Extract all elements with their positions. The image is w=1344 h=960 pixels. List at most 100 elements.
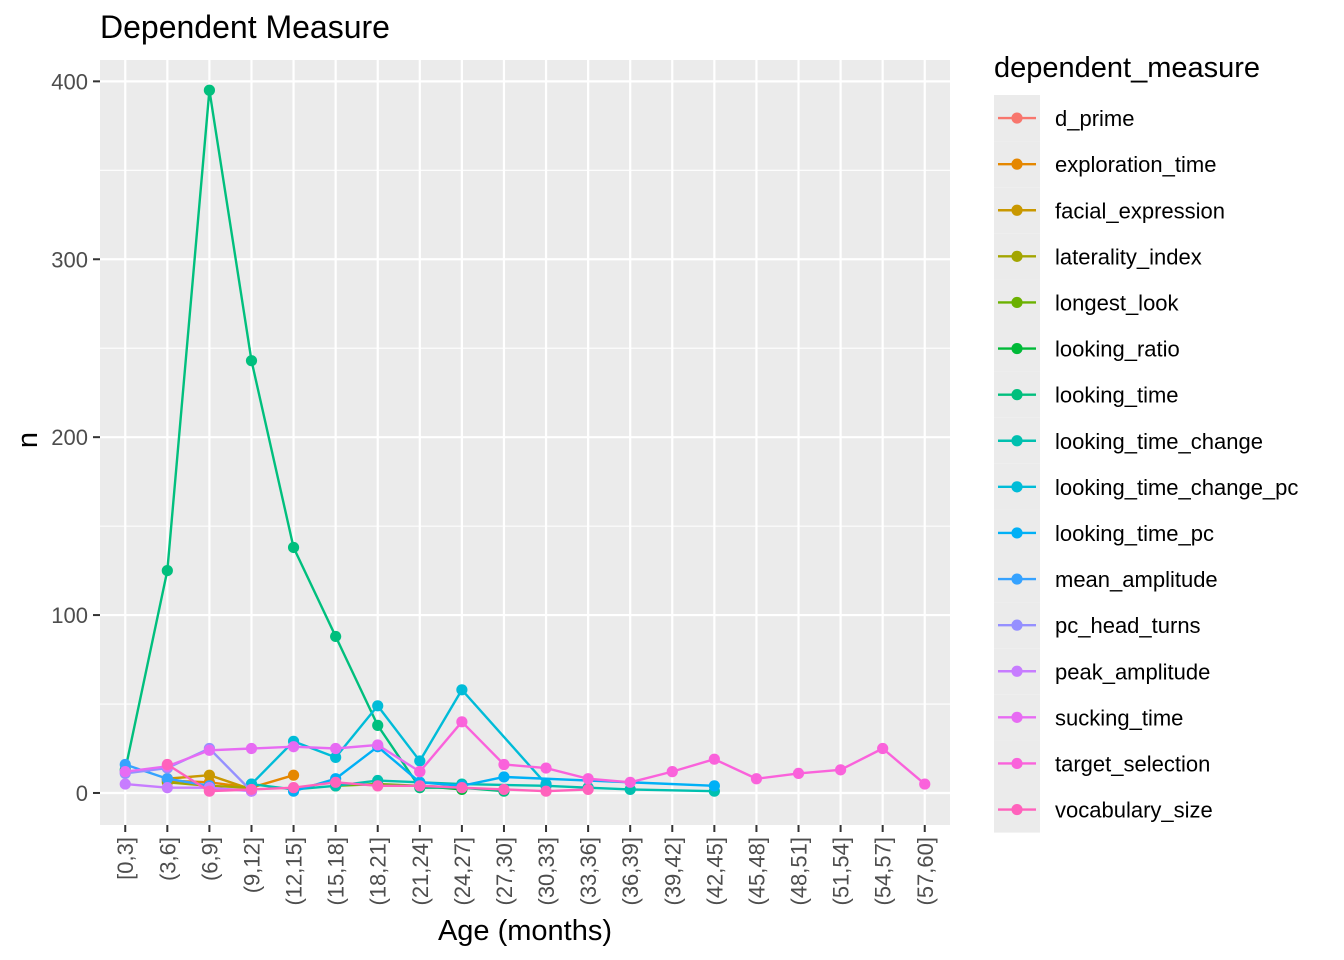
legend-item-longest-look: longest_look <box>994 279 1180 326</box>
data-point <box>203 744 216 756</box>
data-point <box>792 767 805 780</box>
x-tick-label: (48,51] <box>787 837 812 906</box>
legend-key-point <box>1011 296 1023 309</box>
legend-item-exploration-time: exploration_time <box>994 141 1216 188</box>
legend-item-peak-amplitude: peak_amplitude <box>994 648 1210 695</box>
data-point <box>750 773 763 785</box>
data-point <box>498 783 510 796</box>
legend-label: vocabulary_size <box>1055 798 1213 823</box>
x-tick-label: (42,45] <box>702 837 727 906</box>
legend-label: d_prime <box>1055 106 1134 131</box>
legend-label: target_selection <box>1055 751 1210 776</box>
data-point <box>119 766 131 778</box>
x-tick-label: (45,48] <box>744 837 769 906</box>
data-point <box>582 783 594 796</box>
legend-key-point <box>1011 342 1023 355</box>
data-point <box>456 782 468 794</box>
x-tick-label: (39,42] <box>660 837 685 906</box>
x-tick-label: (57,60] <box>913 837 938 906</box>
x-tick-label: [0,3] <box>113 837 138 880</box>
data-point <box>161 758 173 771</box>
data-point <box>666 766 678 778</box>
data-point <box>498 771 510 783</box>
y-tick-label: 300 <box>51 247 88 272</box>
legend-key-point <box>1011 711 1023 723</box>
data-point <box>372 739 384 751</box>
x-tick-label: (51,54] <box>829 837 854 906</box>
data-point <box>414 780 426 792</box>
panel-background <box>100 60 950 825</box>
x-tick-label: (21,24] <box>408 837 433 906</box>
data-point <box>540 762 552 774</box>
x-tick-label: (30,33] <box>534 837 559 906</box>
y-tick-label: 0 <box>76 781 88 806</box>
legend-key-point <box>1011 112 1023 124</box>
legend-key-point <box>1011 481 1023 493</box>
x-tick-label: (33,36] <box>576 837 601 906</box>
data-point <box>287 541 300 554</box>
x-tick-label: (9,12] <box>239 837 264 893</box>
legend-item-looking-time-pc: looking_time_pc <box>994 509 1214 556</box>
legend-key-point <box>1011 527 1023 539</box>
series-target-selection <box>414 716 931 790</box>
data-point <box>245 783 258 796</box>
legend-item-looking-time-change: looking_time_change <box>994 417 1263 464</box>
data-point <box>540 785 552 797</box>
legend-key-point <box>1011 573 1023 585</box>
x-tick-label: (3,6] <box>155 837 180 881</box>
legend-title: dependent_measure <box>994 52 1260 84</box>
data-point <box>708 780 720 792</box>
data-point <box>372 700 384 712</box>
legend-label: looking_ratio <box>1055 337 1180 362</box>
y-tick-label: 200 <box>51 425 88 450</box>
data-point <box>287 782 300 794</box>
legend: d_prime exploration_time facial_expression… <box>994 95 1298 833</box>
data-point <box>330 776 342 788</box>
x-tick-label: (12,15] <box>282 837 307 906</box>
data-point <box>582 773 594 785</box>
data-point <box>456 684 468 696</box>
legend-key-point <box>1011 757 1023 770</box>
legend-key-point <box>1011 665 1023 677</box>
x-tick-label: (54,57] <box>871 837 896 906</box>
legend-item-looking-time: looking_time <box>994 371 1179 418</box>
data-point <box>372 780 384 792</box>
data-point <box>161 564 173 577</box>
legend-item-d-prime: d_prime <box>994 95 1134 142</box>
plot-panel: 0 100 200 300 400 [0,3] (3,6] (6,9] (9,12] (12,15… <box>51 60 950 906</box>
legend-key-point <box>1011 250 1023 262</box>
x-tick-label: (6,9] <box>197 837 222 881</box>
x-tick-label: (24,27] <box>450 837 475 906</box>
data-point <box>372 719 384 731</box>
series-line <box>125 743 421 773</box>
data-point <box>245 355 258 367</box>
data-point <box>203 785 216 797</box>
data-point <box>287 769 300 781</box>
data-point <box>330 630 342 643</box>
legend-key-point <box>1011 204 1023 216</box>
legend-label: longest_look <box>1055 290 1180 315</box>
legend-key-point <box>1011 389 1023 401</box>
legend-item-facial-expression: facial_expression <box>994 187 1225 234</box>
legend-key-point <box>1011 803 1023 816</box>
legend-item-vocabulary-size: vocabulary_size <box>994 786 1213 833</box>
data-point <box>414 766 426 778</box>
legend-item-pc-head-turns: pc_head_turns <box>994 602 1201 649</box>
x-tick-label: (36,39] <box>618 837 643 906</box>
legend-label: facial_expression <box>1055 198 1225 223</box>
legend-label: sucking_time <box>1055 705 1183 730</box>
data-point <box>203 84 216 96</box>
x-tick-label: (18,21] <box>366 837 391 906</box>
data-point <box>456 716 468 728</box>
y-tick-label: 400 <box>51 69 88 94</box>
legend-item-target-selection: target_selection <box>994 740 1210 787</box>
data-point <box>161 782 173 794</box>
data-point <box>414 755 426 767</box>
legend-label: exploration_time <box>1055 152 1216 177</box>
legend-item-looking-ratio: looking_ratio <box>994 325 1180 372</box>
data-point <box>161 773 173 785</box>
legend-label: mean_amplitude <box>1055 567 1218 592</box>
legend-key-point <box>1011 619 1023 631</box>
data-point <box>119 778 131 790</box>
